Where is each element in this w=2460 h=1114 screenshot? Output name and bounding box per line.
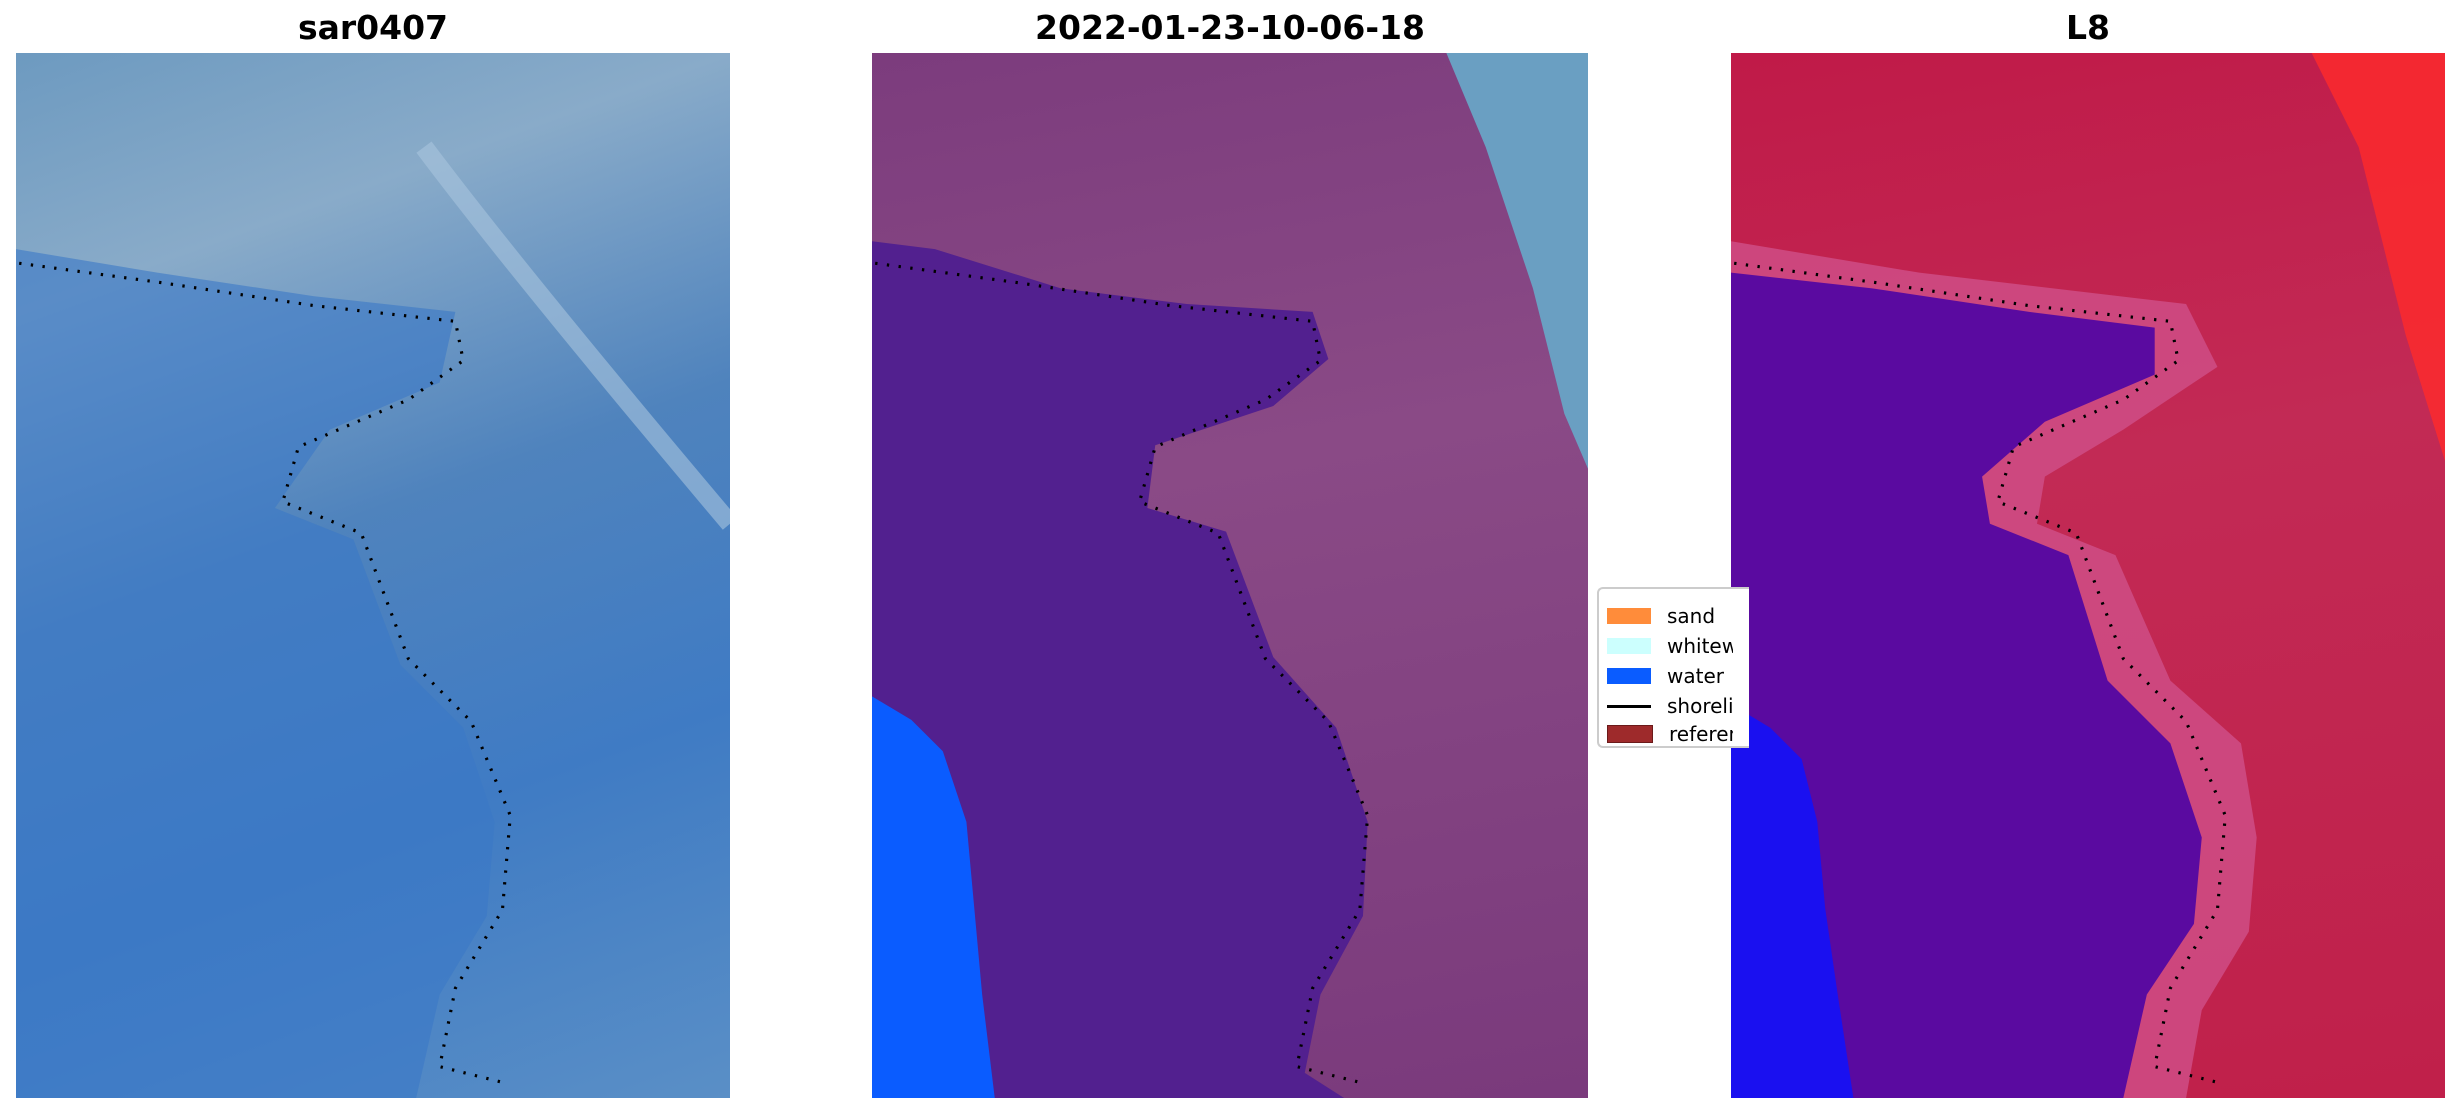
sea-background <box>1446 53 1588 469</box>
whitewater-swatch <box>1607 638 1651 654</box>
legend-label: sand <box>1667 604 1716 628</box>
bright-area <box>2311 53 2445 461</box>
shoreline-line-swatch <box>1607 704 1651 708</box>
legend-item-reference-shoreline: reference shoreline <box>1607 721 1733 746</box>
water-area <box>16 249 495 1098</box>
legend-label: reference shoreline <box>1669 722 1733 746</box>
legend-item-sand: sand <box>1607 603 1715 629</box>
panel-title-date: 2022-01-23-10-06-18 <box>1035 8 1425 47</box>
water-area <box>1731 272 2202 1098</box>
legend-label: water <box>1667 664 1724 688</box>
panel-title-sar0407: sar0407 <box>297 8 449 47</box>
rgb-image-panel <box>16 53 730 1098</box>
legend-item-shoreline: shoreline <box>1607 693 1733 719</box>
water-swatch <box>1607 668 1651 684</box>
reference-swatch <box>1607 725 1653 743</box>
reference-shoreline <box>18 261 512 1084</box>
shoreline <box>1733 261 2227 1084</box>
classified-water <box>872 241 1368 1098</box>
inland-channel <box>416 141 730 530</box>
legend-label: shoreline <box>1667 694 1733 718</box>
classified-water-pixels <box>872 696 995 1098</box>
panel-title-l8: L8 <box>2066 8 2110 47</box>
legend-item-water: water <box>1607 663 1724 689</box>
classified-image-panel <box>872 53 1588 1098</box>
sand-swatch <box>1607 608 1651 624</box>
l8-image-panel <box>1731 53 2445 1098</box>
deep-water <box>1731 704 1854 1098</box>
detected-shoreline <box>874 261 1370 1084</box>
